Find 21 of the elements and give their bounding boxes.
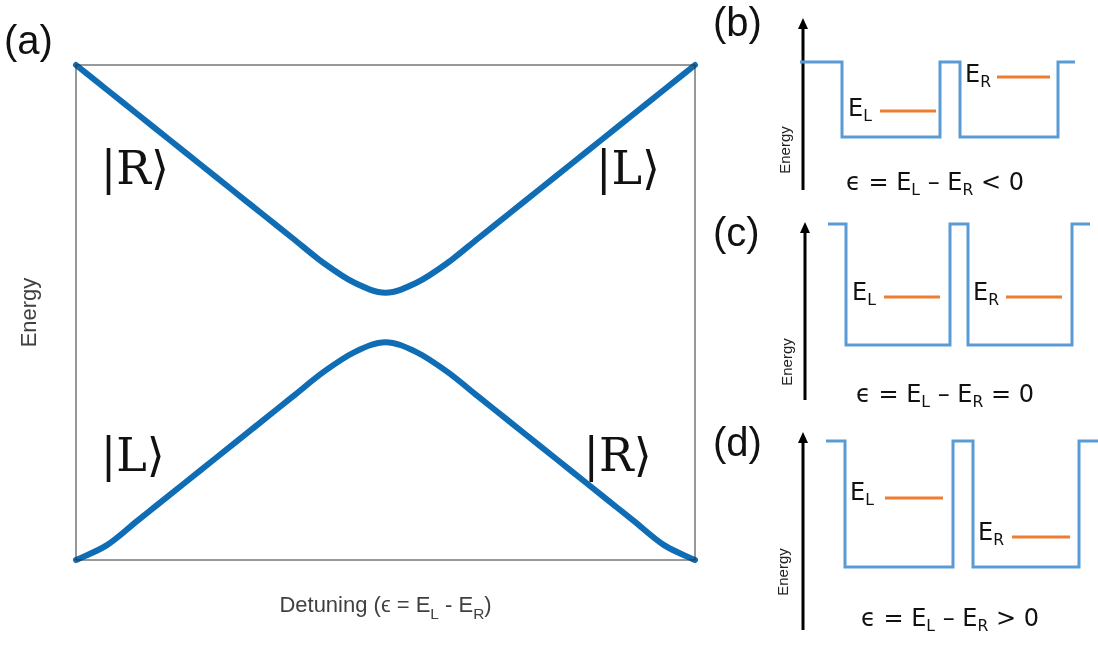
text: E$_{L}$ bbox=[850, 478, 874, 510]
text: E$_{R}$ bbox=[965, 60, 992, 92]
text: Energy bbox=[773, 548, 791, 596]
text: (b) bbox=[713, 0, 762, 44]
text: (c) bbox=[713, 210, 760, 254]
text: (d) bbox=[713, 420, 762, 464]
text: Energy bbox=[775, 126, 793, 174]
annotation: |R⟩ bbox=[100, 140, 169, 195]
annotation: |L⟩ bbox=[595, 140, 660, 195]
text: ϵ = E$_{L}$ – E$_{R}$ = 0 bbox=[856, 380, 1034, 412]
annotation: |R⟩ bbox=[583, 427, 652, 482]
chart-title: (a) bbox=[4, 18, 53, 62]
text: ϵ = E$_{L}$ – E$_{R}$ < 0 bbox=[846, 168, 1024, 200]
text: E$_{R}$ bbox=[973, 278, 1000, 310]
text: E$_{L}$ bbox=[848, 94, 872, 126]
y-axis-title: Energy bbox=[16, 277, 41, 348]
text: ϵ = E$_{L}$ – E$_{R}$ > 0 bbox=[861, 604, 1039, 636]
annotation: |L⟩ bbox=[100, 427, 165, 482]
text: E$_{L}$ bbox=[852, 278, 876, 310]
text: E$_{R}$ bbox=[978, 518, 1005, 550]
text: Energy bbox=[777, 338, 795, 386]
